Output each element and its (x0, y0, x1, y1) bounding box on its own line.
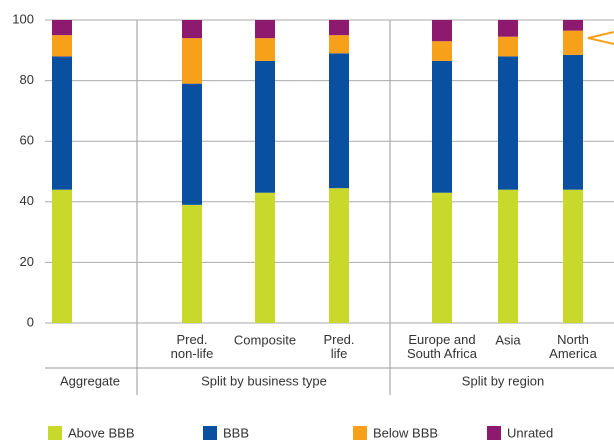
bar-segment (329, 20, 349, 36)
bar-segment (498, 56, 518, 190)
bar-segment (432, 41, 452, 61)
y-tick-label: 20 (20, 254, 34, 269)
bar-segment (182, 38, 202, 84)
legend-label: Below BBB (373, 425, 438, 440)
bar-segment (498, 189, 518, 323)
bar-segment (329, 35, 349, 54)
bar-segment (563, 54, 583, 190)
bar-segment (255, 60, 275, 193)
bar-segment (432, 20, 452, 42)
x-tick-label: Pred. life (323, 332, 354, 361)
y-tick-label: 40 (20, 193, 34, 208)
legend-label: Above BBB (68, 425, 135, 440)
bar-segment (255, 38, 275, 61)
x-tick-label: Europe and South Africa (407, 332, 478, 361)
annotation-arrow (587, 31, 614, 45)
legend-swatch (48, 426, 62, 440)
y-tick-label: 80 (20, 72, 34, 87)
bar-segment (52, 189, 72, 323)
x-tick-label: Asia (495, 332, 521, 347)
legend-swatch (353, 426, 367, 440)
bar-segment (255, 20, 275, 39)
bar-segment (52, 56, 72, 190)
bar-segment (329, 188, 349, 323)
y-tick-label: 0 (27, 314, 34, 329)
legend-swatch (203, 426, 217, 440)
x-tick-label: Composite (234, 332, 296, 347)
bar-segment (255, 192, 275, 323)
group-label: Split by region (462, 373, 544, 388)
legend-swatch (487, 426, 501, 440)
bar-segment (329, 53, 349, 189)
bar-segment (52, 35, 72, 57)
bar-segment (432, 60, 452, 193)
y-tick-label: 60 (20, 133, 34, 148)
x-tick-label: North America (549, 332, 597, 361)
bar-segment (182, 20, 202, 39)
group-label: Split by business type (201, 373, 327, 388)
legend-label: BBB (223, 425, 249, 440)
y-tick-label: 100 (12, 11, 34, 26)
bar-segment (563, 30, 583, 55)
bar-segment (563, 20, 583, 31)
group-label: Aggregate (60, 373, 120, 388)
x-tick-label: Pred. non-life (171, 332, 214, 361)
bar-segment (52, 20, 72, 36)
bar-segment (498, 20, 518, 37)
legend-label: Unrated (507, 425, 553, 440)
bar-segment (498, 36, 518, 57)
bar-segment (182, 204, 202, 323)
bar-segment (432, 192, 452, 323)
bar-segment (182, 83, 202, 205)
bar-segment (563, 189, 583, 323)
